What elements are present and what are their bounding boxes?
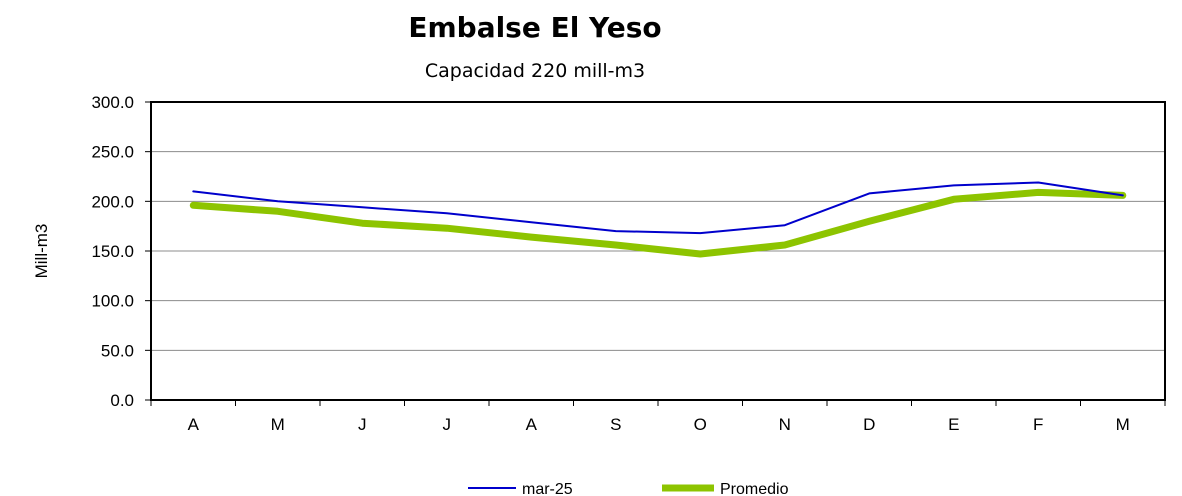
y-tick-label: 50.0 xyxy=(101,341,134,360)
chart-title: Embalse El Yeso xyxy=(408,11,661,44)
y-tick-label: 250.0 xyxy=(91,143,134,162)
x-tick-label: J xyxy=(358,415,367,434)
x-tick-label: E xyxy=(948,415,959,434)
x-tick-label: F xyxy=(1033,415,1043,434)
x-tick-label: O xyxy=(694,415,707,434)
y-axis-label: Mill-m3 xyxy=(32,224,51,279)
y-tick-label: 150.0 xyxy=(91,242,134,261)
x-tick-label: M xyxy=(1116,415,1130,434)
y-tick-label: 200.0 xyxy=(91,192,134,211)
series-lines xyxy=(189,181,1127,258)
y-tick-label: 300.0 xyxy=(91,93,134,112)
x-tick-label: A xyxy=(526,415,538,434)
y-tick-label: 0.0 xyxy=(110,391,134,410)
x-tick-label: A xyxy=(188,415,200,434)
series-line-promedio xyxy=(189,188,1127,258)
axes: 0.0 50.0 100.0 150.0 200.0 250.0 300.0 A M J J A S O N… xyxy=(91,93,1166,434)
x-tick-label: J xyxy=(443,415,452,434)
x-tick-label: S xyxy=(610,415,621,434)
x-tick-label: M xyxy=(271,415,285,434)
x-tick-label: D xyxy=(863,415,875,434)
x-tick-label: N xyxy=(779,415,791,434)
legend-label-mar-25: mar-25 xyxy=(522,481,573,496)
legend-label-promedio: Promedio xyxy=(720,481,789,496)
legend: mar-25 Promedio xyxy=(468,481,789,496)
chart-subtitle: Capacidad 220 mill-m3 xyxy=(425,60,645,82)
series-line-mar-25 xyxy=(192,181,1124,235)
y-tick-label: 100.0 xyxy=(91,292,134,311)
